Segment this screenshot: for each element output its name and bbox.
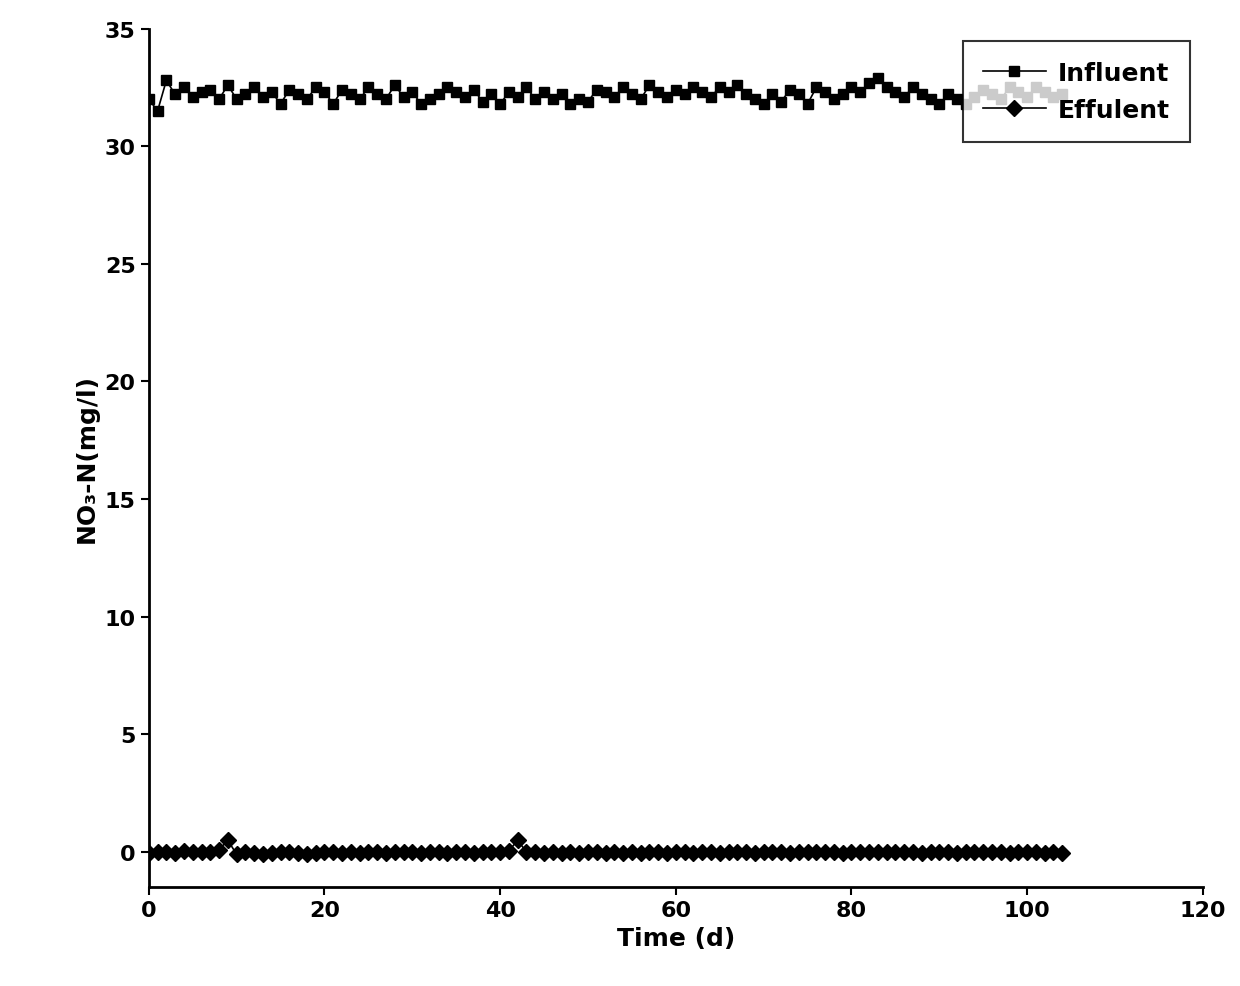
Influent xyxy=(1055,90,1070,102)
Influent xyxy=(501,87,516,99)
Influent xyxy=(808,83,823,95)
Effulent xyxy=(554,847,569,859)
Line: Effulent: Effulent xyxy=(144,835,1068,860)
Effulent xyxy=(817,847,832,859)
Effulent xyxy=(221,834,236,846)
Effulent xyxy=(150,847,165,859)
Effulent xyxy=(141,847,156,859)
Influent xyxy=(159,75,174,87)
Legend: Influent, Effulent: Influent, Effulent xyxy=(963,42,1190,142)
Influent xyxy=(141,95,156,106)
Effulent xyxy=(229,849,244,861)
Effulent xyxy=(281,846,296,858)
Influent xyxy=(150,106,165,117)
Influent xyxy=(870,73,885,85)
Y-axis label: NO₃-N(mg/l): NO₃-N(mg/l) xyxy=(74,374,99,543)
X-axis label: Time (d): Time (d) xyxy=(616,926,735,951)
Influent xyxy=(546,95,560,106)
Effulent xyxy=(510,834,525,846)
Influent xyxy=(273,99,288,110)
Line: Influent: Influent xyxy=(144,74,1068,116)
Influent xyxy=(817,87,832,99)
Effulent xyxy=(1055,847,1070,859)
Effulent xyxy=(826,846,841,858)
